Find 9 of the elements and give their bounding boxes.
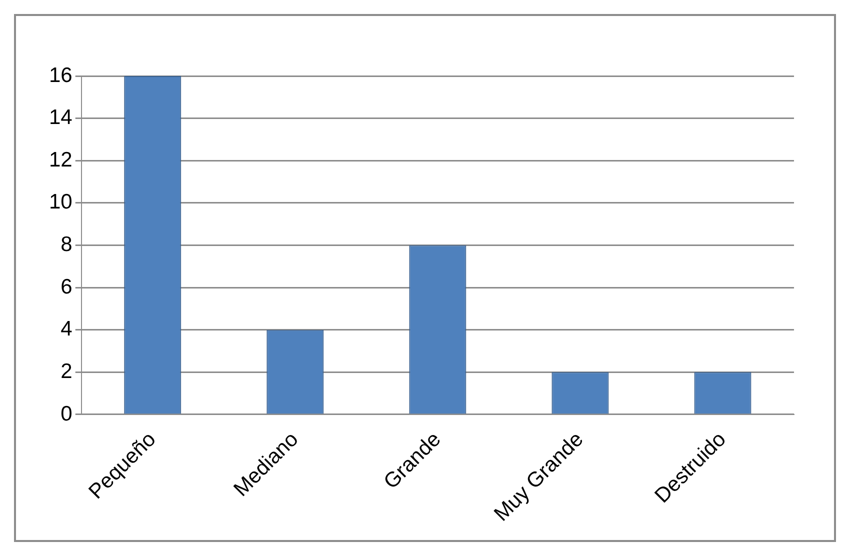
y-tick-label: 0 bbox=[60, 402, 72, 426]
y-tick-label: 16 bbox=[49, 64, 72, 87]
y-tick-label: 4 bbox=[60, 318, 73, 341]
y-tick-label: 14 bbox=[49, 106, 73, 130]
y-tick-label: 8 bbox=[60, 233, 72, 256]
y-tick-label: 10 bbox=[49, 190, 72, 214]
y-tick-label: 12 bbox=[49, 148, 72, 172]
y-tick-label: 2 bbox=[60, 360, 72, 383]
y-tick-label: 6 bbox=[60, 275, 72, 298]
